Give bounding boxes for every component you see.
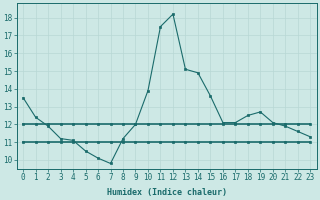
X-axis label: Humidex (Indice chaleur): Humidex (Indice chaleur) — [107, 188, 227, 197]
